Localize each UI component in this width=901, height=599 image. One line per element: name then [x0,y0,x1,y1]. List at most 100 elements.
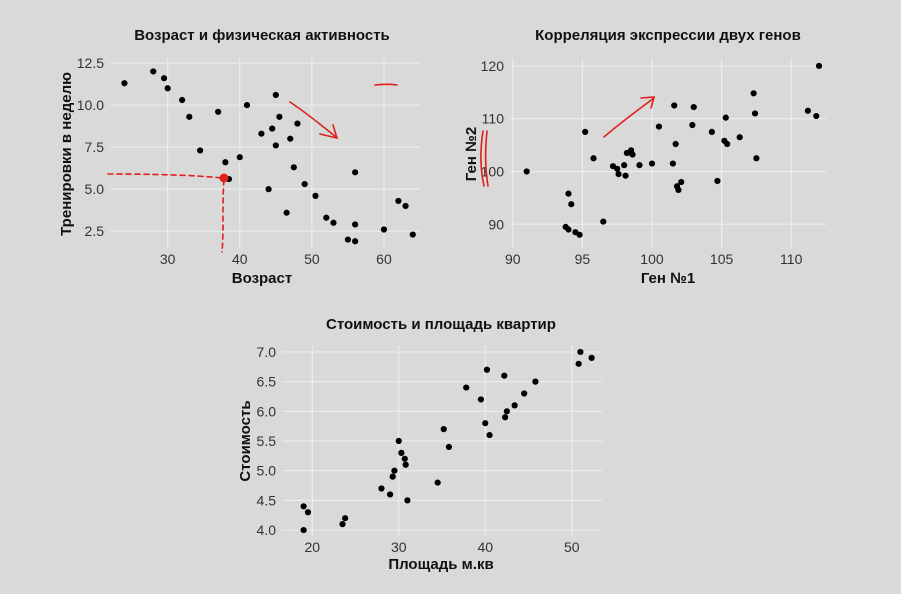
data-point [197,147,204,154]
annotation-dashed-vertical [221,179,225,253]
data-point [164,85,171,92]
data-point [577,348,584,356]
x-tick-label: 105 [710,251,734,267]
data-point [395,437,402,445]
data-point [243,101,251,109]
data-point [751,110,759,117]
data-point [276,113,283,120]
x-tick-label: 90 [505,251,521,267]
data-point [722,114,729,121]
x-tick-label: 50 [304,251,320,267]
data-point [815,62,823,70]
data-point [300,503,307,510]
data-point [714,177,721,185]
data-point [669,160,676,167]
chart-title: Возраст и физическая активность [134,27,390,44]
data-point [272,91,279,99]
data-point [342,515,349,522]
y-tick-label: 7.0 [257,344,277,360]
y-tick-label: 5.0 [257,463,277,479]
data-point [387,491,394,498]
data-point [813,112,820,120]
y-axis-label: Стоимость [237,400,254,481]
data-point [621,162,628,169]
data-point [483,366,491,373]
data-point [294,120,301,127]
data-point [502,414,509,421]
annotation-arrow-1 [289,101,337,138]
data-point [629,151,636,158]
data-point [521,390,528,397]
chart-title: Корреляция экспрессии двух генов [535,27,801,44]
chart-title: Стоимость и площадь квартир [326,316,556,333]
data-point [511,402,518,409]
data-point [750,90,757,97]
y-tick-label: 4.5 [257,492,277,508]
x-axis-label: Возраст [232,270,292,287]
annotations [107,83,656,253]
data-point [576,231,583,238]
data-point [568,201,575,208]
data-point [600,218,607,225]
data-point [648,160,656,167]
data-point [655,123,663,130]
annotation-bracket-left [480,130,485,187]
y-tick-label: 4.0 [257,522,277,538]
plot-panel [510,58,826,248]
x-axis-label: Площадь м.кв [388,556,493,573]
x-tick-label: 95 [575,251,591,267]
data-point [404,497,411,504]
y-tick-label: 10.0 [77,97,104,113]
x-tick-label: 30 [160,251,176,267]
data-point [402,202,409,210]
x-tick-label: 40 [477,539,493,555]
data-point [222,159,229,166]
data-point [323,214,330,221]
data-point [588,354,595,361]
data-point [708,128,715,135]
data-point [678,178,685,186]
x-tick-label: 30 [391,539,407,555]
data-point [671,102,678,109]
data-point [614,165,621,172]
data-point [272,142,279,149]
data-point [312,192,319,199]
data-point [186,113,193,120]
data-point [582,128,589,135]
data-point [236,154,243,161]
data-point [265,186,272,193]
data-point [258,130,265,137]
x-tick-label: 110 [780,251,803,267]
data-point [434,479,441,486]
y-tick-label: 120 [481,58,505,74]
data-point [339,521,346,528]
data-point [736,134,743,141]
data-point [352,221,359,228]
x-tick-label: 20 [304,539,320,555]
data-point [330,219,337,226]
data-point [672,140,679,148]
plot-panel [110,58,420,248]
data-point [269,125,276,132]
data-point [565,190,572,197]
chart-3: 20 30 40 50 4.0 4.5 5.0 5.5 6.0 6.5 7.0 Стоимость и… [237,316,602,573]
data-point [380,226,388,233]
data-point [622,172,629,179]
annotation-arrowhead-1 [319,124,339,140]
data-point [215,108,222,115]
data-point [445,443,453,451]
data-point [150,68,157,75]
data-point [804,107,812,114]
chart-1: 30 40 50 60 2.5 5.0 7.5 10.0 12.5 Возраст и физич… [58,27,420,287]
annotation-arrowhead-2 [640,96,656,109]
x-axis-label: Ген №1 [641,270,695,287]
data-point [121,80,128,87]
y-tick-label: 5.0 [85,181,105,197]
x-tick-label: 60 [376,251,392,267]
data-point [378,485,385,492]
annotation-bracket-right [484,130,489,187]
y-tick-label: 6.0 [257,403,277,419]
data-point [477,396,485,403]
data-point [160,75,168,82]
